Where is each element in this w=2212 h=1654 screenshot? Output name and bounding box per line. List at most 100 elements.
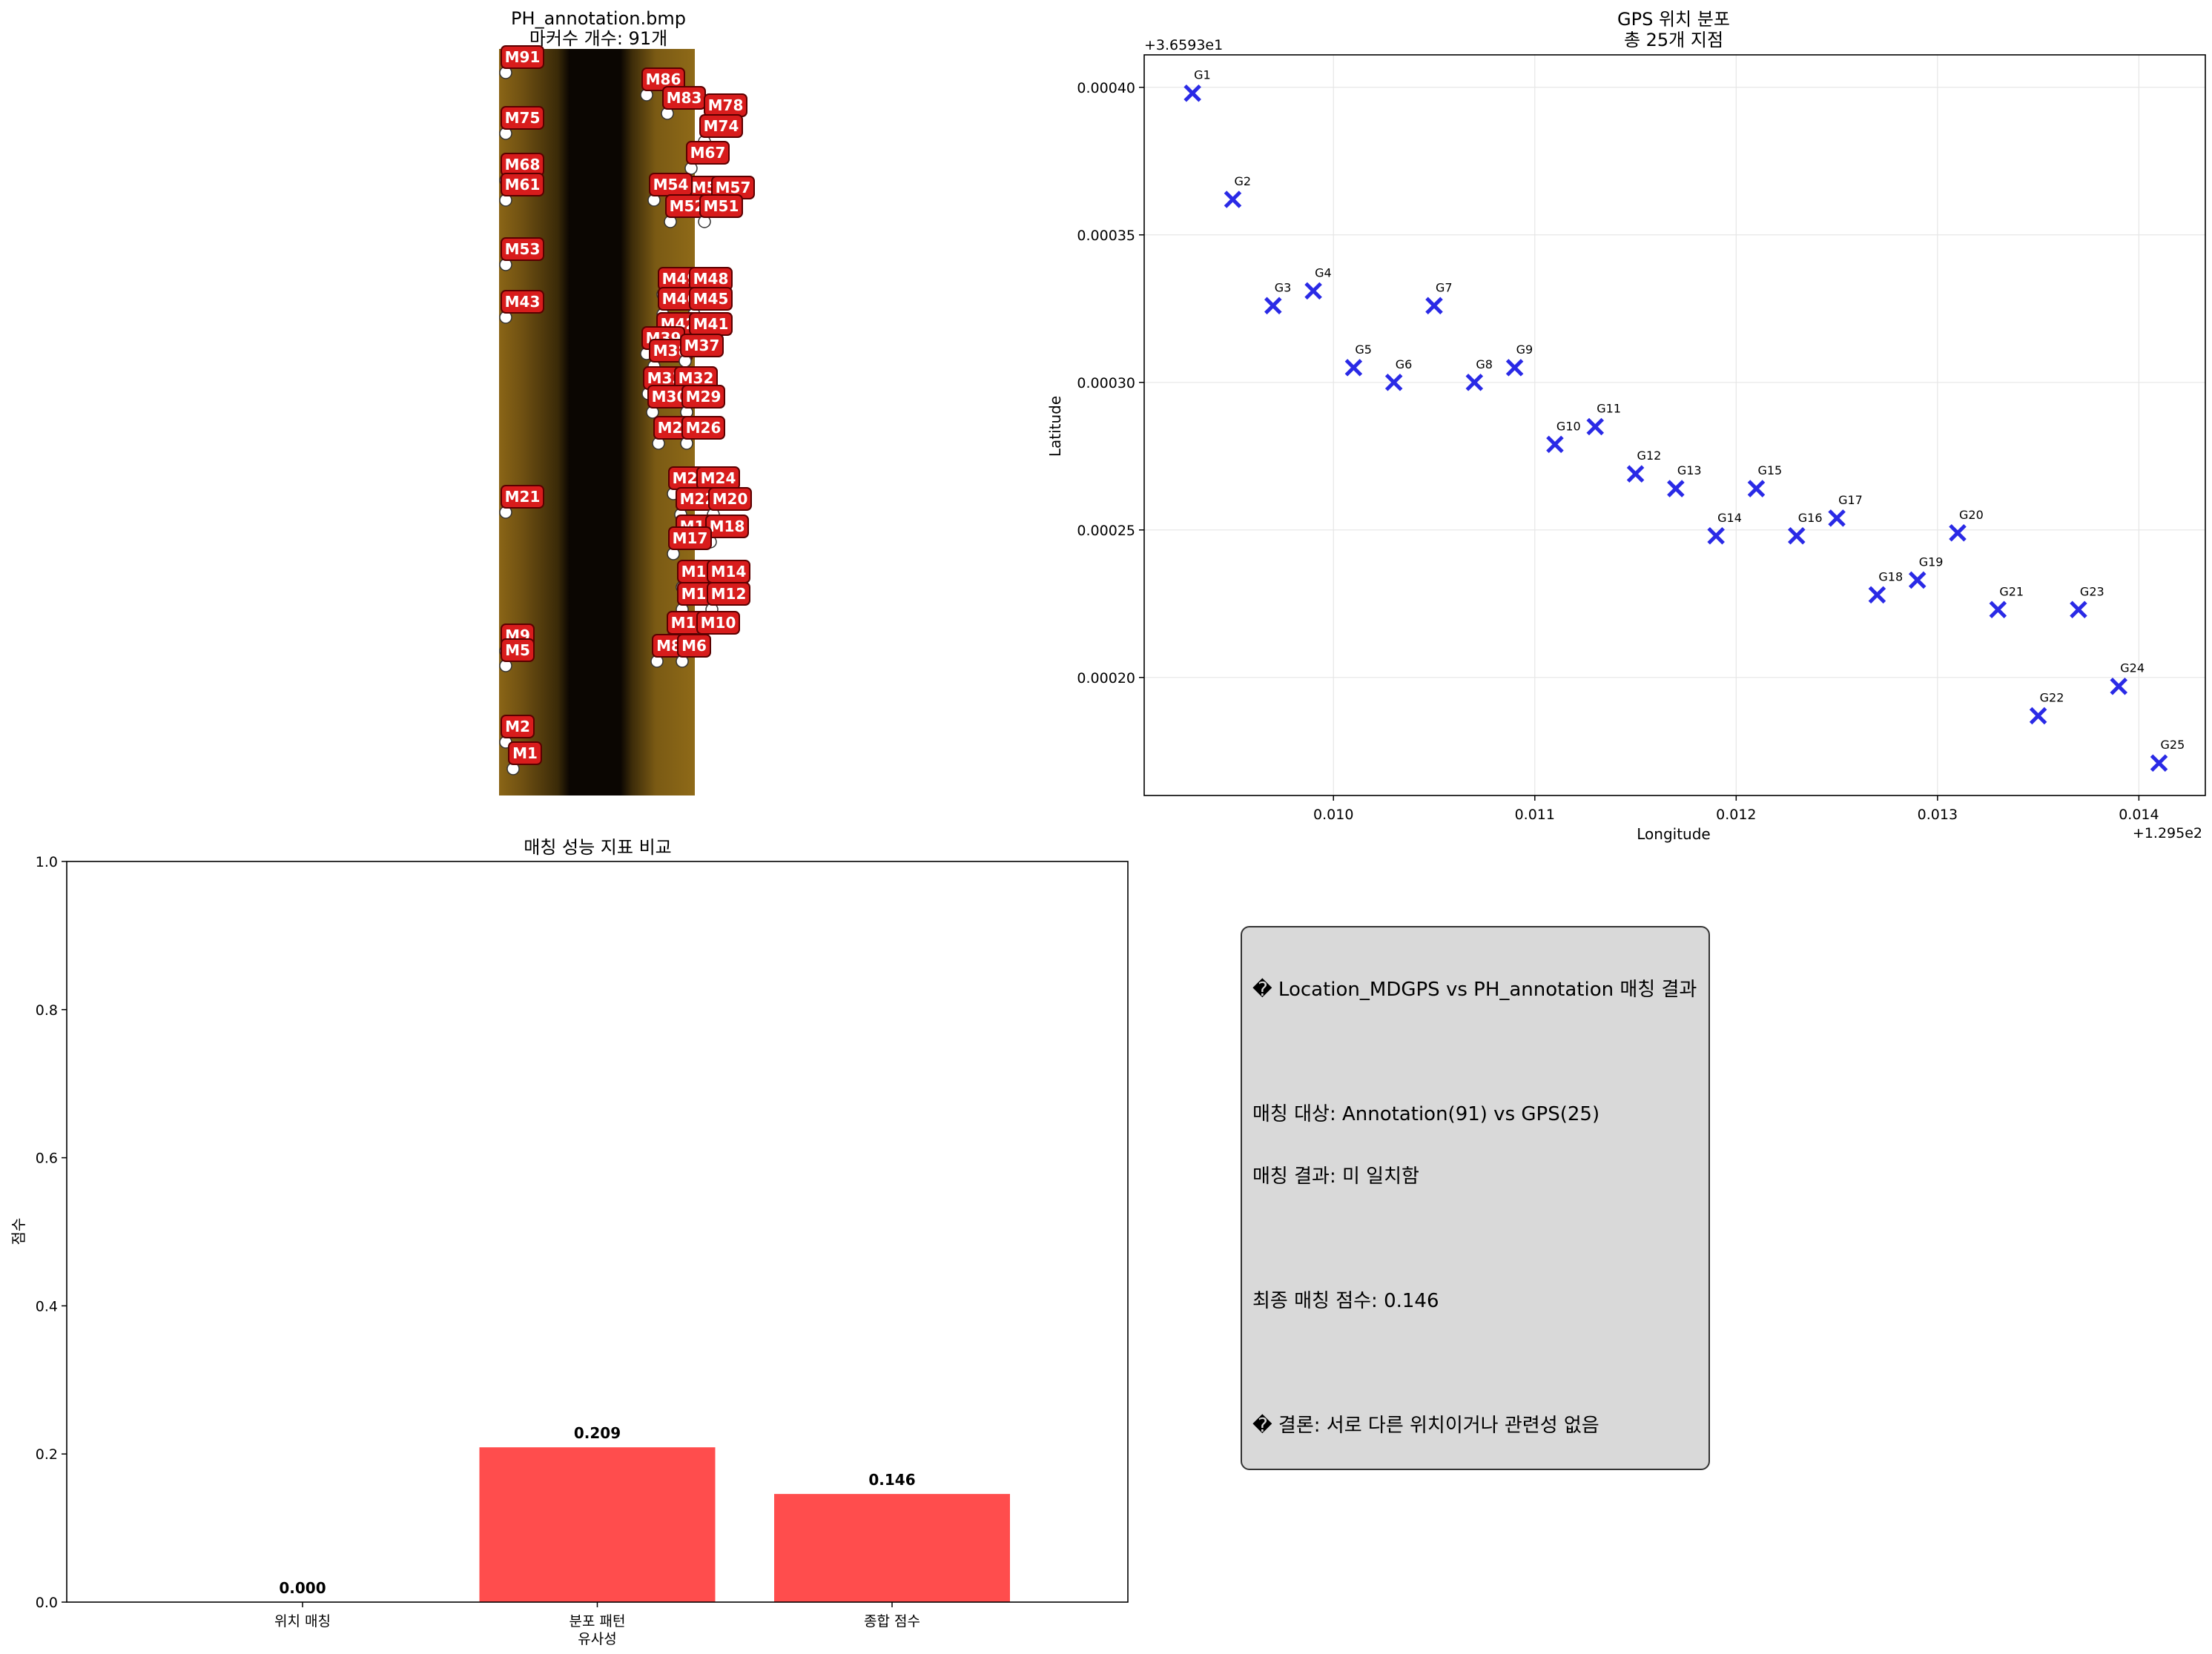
gps-point-g17: G17 [1828, 493, 1863, 527]
gps-point-label: G20 [1959, 508, 1984, 522]
y-tick-label: 0.00030 [1077, 375, 1135, 391]
marker-label: M12 [711, 585, 747, 603]
gps-point-label: G21 [1999, 584, 2024, 598]
marker-label-box [677, 634, 711, 658]
marker-label: M52 [670, 197, 705, 215]
gps-x-marker [1667, 480, 1685, 497]
info-line-conclusion: � 결론: 서로 다른 위치이거나 관련성 없음 [1252, 1415, 1599, 1437]
gps-x-marker [1908, 571, 1927, 589]
gps-point-label: G5 [1355, 343, 1372, 357]
marker-m6: M6 [676, 634, 711, 668]
gps-x-marker [1224, 191, 1242, 208]
bar-value-label: 0.146 [868, 1471, 915, 1489]
marker-label: M29 [686, 388, 722, 406]
gps-point-label: G15 [1757, 463, 1782, 477]
gps-point-label: G11 [1597, 401, 1621, 415]
gps-panel: GPS 위치 분포 총 25개 지점 +3.6593e1 G1G2G3G4G5G… [1046, 9, 2206, 843]
gps-x-marker [1304, 282, 1322, 300]
marker-m41: M41 [687, 312, 733, 346]
marker-label-box [696, 611, 740, 635]
marker-m5: M5 [499, 638, 535, 672]
x-tick-label: 0.013 [1918, 807, 1958, 823]
info-line-score: 최종 매칭 점수: 0.146 [1252, 1290, 1439, 1312]
marker-label-box [681, 385, 725, 408]
marker-label-box [501, 237, 544, 261]
marker-label: M74 [704, 117, 739, 135]
marker-label: M57 [716, 179, 751, 196]
marker-label-box [501, 715, 535, 738]
y-tick-label: 0.00020 [1077, 670, 1135, 687]
marker-label: M54 [653, 176, 689, 193]
gps-point-label: G6 [1396, 357, 1413, 371]
gps-point-label: G19 [1919, 555, 1944, 569]
bar-category-label: 유사성 [578, 1631, 616, 1647]
gps-point-g12: G12 [1626, 449, 1662, 483]
gps-point-label: G22 [2040, 691, 2064, 705]
bar-category-label: 위치 매칭 [274, 1613, 331, 1630]
marker-m61: M61 [499, 173, 544, 207]
marker-label-box [501, 638, 535, 662]
result-info-box: � Location_MDGPS vs PH_annotation 매칭 결과 … [1241, 926, 1711, 1470]
gps-x-marker [1747, 480, 1766, 497]
bar-rect [479, 1447, 716, 1602]
gps-point-label: G24 [2120, 661, 2145, 675]
gps-point-label: G18 [1878, 569, 1903, 583]
marker-label: M18 [710, 517, 745, 535]
gps-point-g11: G11 [1586, 401, 1621, 436]
marker-m1: M1 [506, 741, 542, 775]
bar-value-label: 0.000 [279, 1579, 326, 1597]
marker-label: M51 [704, 197, 739, 215]
gps-x-marker [1828, 509, 1846, 527]
bar-y-tick-label: 0.0 [36, 1595, 58, 1611]
marker-label-box [501, 485, 544, 509]
gps-point-label: G2 [1234, 174, 1251, 188]
gps-point-g7: G7 [1425, 280, 1453, 315]
bar-category-label: 분포 패턴 [569, 1613, 626, 1630]
marker-m17: M17 [667, 526, 712, 560]
marker-label: M21 [505, 488, 541, 506]
gps-title: GPS 위치 분포 [1617, 9, 1730, 30]
marker-m51: M51 [698, 194, 743, 228]
gps-point-label: G12 [1637, 449, 1662, 463]
gps-point-label: G13 [1677, 463, 1702, 477]
gps-x-marker [1183, 84, 1201, 102]
gps-point-g14: G14 [1707, 511, 1742, 545]
marker-label-box [689, 287, 733, 311]
gps-point-g23: G23 [2070, 584, 2104, 619]
gps-point-g19: G19 [1908, 555, 1944, 589]
marker-label-box [501, 106, 544, 130]
marker-m53: M53 [499, 237, 544, 271]
info-line-result: 매칭 결과: 미 일치함 [1252, 1165, 1419, 1188]
gps-grid [1144, 55, 2205, 795]
gps-x-marker [1868, 586, 1886, 604]
marker-m12: M12 [705, 582, 750, 616]
gps-ticks: 0.010 0.011 0.012 0.013 0.014 0.00020 0.00025 0… [1077, 80, 2159, 823]
gps-xlabel: Longitude [1637, 825, 1710, 843]
marker-label: M17 [673, 529, 708, 547]
gps-point-g25: G25 [2150, 738, 2185, 772]
gps-ylabel: Latitude [1046, 396, 1064, 457]
gps-x-marker [1626, 465, 1645, 483]
gps-x-marker [2110, 677, 2128, 695]
info-line-target: 매칭 대상: Annotation(91) vs GPS(25) [1252, 1103, 1600, 1125]
marker-label-box [699, 194, 743, 218]
bar-y-tick-label: 0.4 [36, 1298, 58, 1314]
gps-point-g22: G22 [2029, 691, 2064, 725]
marker-label: M6 [681, 637, 707, 655]
gps-point-g9: G9 [1505, 343, 1533, 377]
bar-y-tick-label: 1.0 [36, 854, 58, 870]
gps-x-marker [1989, 601, 2007, 619]
marker-label: M67 [690, 144, 726, 162]
marker-m29: M29 [680, 385, 725, 419]
gps-point-label: G10 [1556, 419, 1581, 433]
bar-3: 0.146 종합 점수 [774, 1471, 1010, 1630]
gps-points: G1 G2 G3 G4 G5 G6 G7 G8 G9 G10 G11 G12 G13 G14 G15 G16 G… [1183, 68, 2185, 772]
marker-m32: M32 [673, 366, 718, 400]
bar-value-label: 0.209 [574, 1424, 621, 1442]
x-tick-label: 0.011 [1515, 807, 1555, 823]
marker-label: M91 [505, 48, 541, 66]
marker-m21: M21 [499, 485, 544, 519]
marker-label: M24 [701, 469, 736, 487]
